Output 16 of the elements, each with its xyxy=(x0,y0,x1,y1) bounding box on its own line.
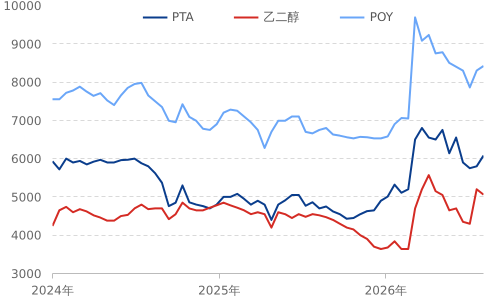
x-tick-label: 2025年 xyxy=(198,284,241,298)
y-tick-label: 9000 xyxy=(10,37,42,52)
x-tick-label: 2026年 xyxy=(364,284,408,298)
legend-label: PTA xyxy=(172,10,194,24)
y-tick-label: 6000 xyxy=(10,152,42,166)
y-tick-label: 3000 xyxy=(10,267,42,281)
x-tick-label: 2024年 xyxy=(31,284,74,298)
legend-label: 乙二醇 xyxy=(264,8,300,26)
line-series xyxy=(52,127,484,221)
y-tick-label: 10000 xyxy=(3,0,42,13)
y-tick-label: 8000 xyxy=(10,76,42,90)
y-tick-label: 4000 xyxy=(10,228,42,243)
line-series xyxy=(52,174,484,250)
y-tick-label: 7000 xyxy=(10,114,42,128)
legend-label: POY xyxy=(370,10,394,24)
y-tick-label: 5000 xyxy=(10,190,42,204)
